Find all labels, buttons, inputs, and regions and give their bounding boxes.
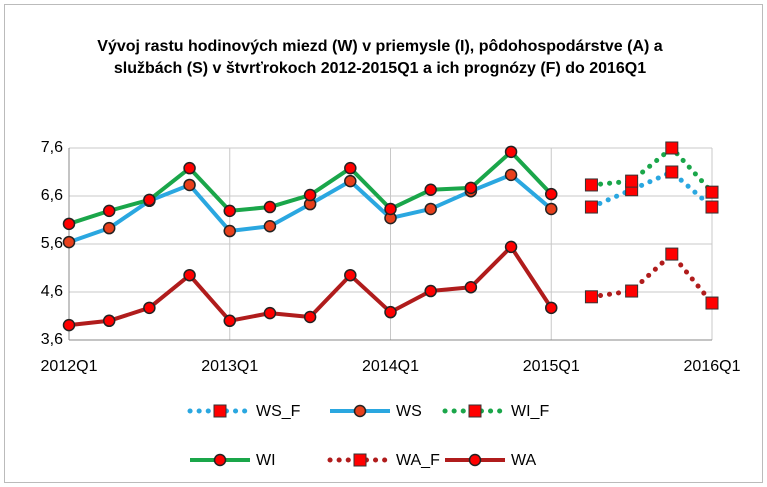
data-point bbox=[504, 168, 518, 182]
data-point bbox=[344, 161, 357, 175]
series-line bbox=[588, 144, 715, 195]
legend-label: WS_F bbox=[256, 403, 301, 420]
data-point bbox=[62, 235, 76, 249]
data-point bbox=[102, 221, 116, 235]
y-tick-label: 3,6 bbox=[41, 331, 63, 348]
data-point bbox=[183, 178, 196, 192]
data-point bbox=[223, 224, 236, 238]
data-point bbox=[504, 240, 518, 254]
data-point bbox=[303, 310, 317, 324]
data-point bbox=[102, 204, 116, 218]
data-point bbox=[665, 165, 679, 179]
y-tick-label: 6,6 bbox=[41, 187, 63, 204]
x-tick-label: 2015Q1 bbox=[523, 358, 580, 375]
data-point bbox=[504, 145, 518, 159]
y-tick-label: 7,6 bbox=[41, 139, 63, 156]
data-point bbox=[625, 174, 639, 188]
data-point bbox=[143, 193, 156, 207]
data-point bbox=[584, 290, 598, 304]
data-point bbox=[102, 314, 116, 328]
chart-title: Vývoj rastu hodinových miezd (W) v priem… bbox=[97, 38, 663, 77]
x-tick-label: 2016Q1 bbox=[684, 358, 741, 375]
series-line bbox=[588, 250, 715, 306]
data-point bbox=[705, 200, 719, 214]
data-point bbox=[424, 202, 437, 216]
data-point bbox=[625, 284, 639, 298]
data-point bbox=[344, 174, 357, 188]
data-point bbox=[665, 247, 679, 261]
legend-marker bbox=[213, 404, 227, 418]
legend-marker bbox=[213, 453, 227, 467]
data-point bbox=[143, 301, 156, 315]
data-point bbox=[62, 217, 76, 231]
data-point bbox=[584, 200, 598, 214]
legend-marker bbox=[468, 453, 482, 467]
legend-label: WA bbox=[511, 452, 537, 469]
x-tick-label: 2013Q1 bbox=[201, 358, 258, 375]
legend-marker bbox=[353, 404, 367, 418]
y-tick-label: 5,6 bbox=[41, 235, 63, 252]
data-point bbox=[545, 301, 558, 315]
data-point bbox=[464, 181, 478, 195]
data-point bbox=[344, 268, 357, 282]
data-point bbox=[424, 284, 437, 298]
legend-label: WA_F bbox=[396, 452, 440, 469]
data-point bbox=[183, 268, 196, 282]
y-tick-label: 4,6 bbox=[41, 283, 63, 300]
data-point bbox=[223, 204, 236, 218]
data-point bbox=[665, 141, 679, 155]
data-point bbox=[263, 219, 277, 233]
legend-label: WI bbox=[256, 452, 276, 469]
data-point bbox=[303, 188, 317, 202]
x-tick-label: 2014Q1 bbox=[362, 358, 419, 375]
data-point bbox=[584, 178, 598, 192]
data-point bbox=[545, 202, 558, 216]
data-point bbox=[263, 306, 277, 320]
data-point bbox=[183, 161, 196, 175]
legend-marker bbox=[353, 453, 367, 467]
data-point bbox=[545, 187, 558, 201]
data-point bbox=[223, 314, 236, 328]
data-point bbox=[705, 296, 719, 310]
series-line bbox=[588, 169, 715, 210]
data-point bbox=[424, 183, 437, 197]
data-point bbox=[384, 202, 397, 216]
data-point bbox=[62, 318, 76, 332]
data-point bbox=[384, 305, 397, 319]
x-tick-label: 2012Q1 bbox=[41, 358, 98, 375]
legend-marker bbox=[468, 404, 482, 418]
data-point bbox=[263, 200, 277, 214]
data-point bbox=[464, 280, 478, 294]
legend-label: WI_F bbox=[511, 403, 549, 420]
legend-label: WS bbox=[396, 403, 422, 420]
data-point bbox=[705, 185, 719, 199]
